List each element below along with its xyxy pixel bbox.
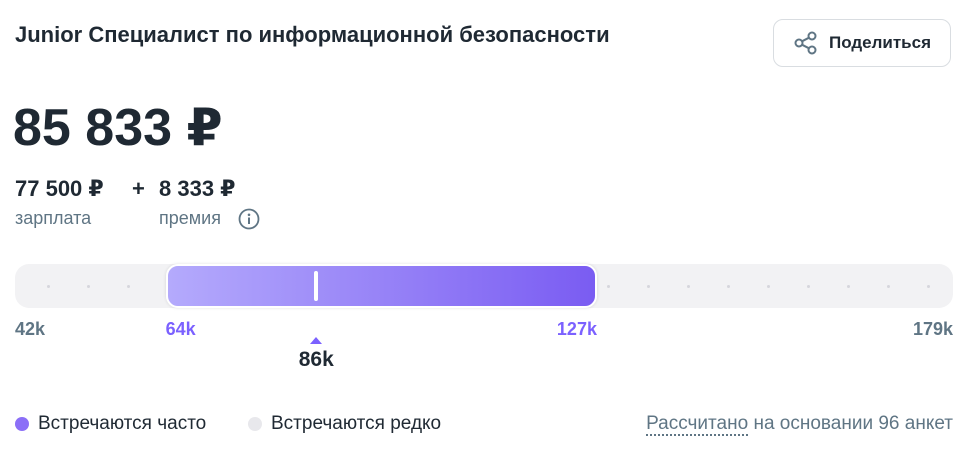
- legend-label: Встречаются редко: [271, 413, 442, 434]
- title: Junior Специалист по информационной безо…: [15, 22, 610, 47]
- share-icon: [794, 31, 817, 55]
- track-dot: [647, 285, 650, 288]
- total-salary: 85 833 ₽: [13, 99, 223, 157]
- median-marker: [314, 271, 319, 301]
- share-label[interactable]: Поделиться: [828, 33, 932, 52]
- legend-rare: Встречаются редко: [248, 413, 441, 435]
- share-button[interactable]: Поделиться: [773, 19, 951, 67]
- track-dot: [87, 285, 90, 288]
- track-dot: [847, 285, 850, 288]
- track-dot: [807, 285, 810, 288]
- bonus-label: премия: [159, 208, 221, 228]
- legend-swatch: [248, 417, 262, 431]
- common-low-label: 64k: [165, 319, 196, 339]
- max-label: 179k: [912, 319, 953, 339]
- legend-swatch: [15, 417, 29, 431]
- track-dot: [47, 285, 50, 288]
- track-dot: [607, 285, 610, 288]
- track-dot: [127, 285, 130, 288]
- footnote-link[interactable]: Рассчитано: [646, 413, 749, 436]
- track-dot: [727, 285, 730, 288]
- footnote: Рассчитано на основании 96 анкет: [646, 413, 953, 436]
- common-high-label: 127k: [556, 319, 597, 339]
- base-amount: 77 500 ₽: [15, 176, 104, 201]
- min-label: 42k: [15, 319, 46, 339]
- info-icon[interactable]: [238, 208, 260, 230]
- common-range-bar: [165, 264, 597, 308]
- track-dot: [887, 285, 890, 288]
- legend-frequent: Встречаются часто: [15, 413, 206, 435]
- plus: +: [132, 176, 145, 201]
- base-label: зарплата: [15, 208, 92, 228]
- track-dot: [767, 285, 770, 288]
- median-pointer: [310, 337, 323, 344]
- median-label: 86k: [298, 348, 334, 371]
- track-dot: [927, 285, 930, 288]
- legend-label: Встречаются часто: [38, 413, 207, 434]
- bonus-amount: 8 333 ₽: [159, 176, 236, 201]
- footnote-text: на основании 96 анкет: [753, 413, 953, 434]
- track-dot: [687, 285, 690, 288]
